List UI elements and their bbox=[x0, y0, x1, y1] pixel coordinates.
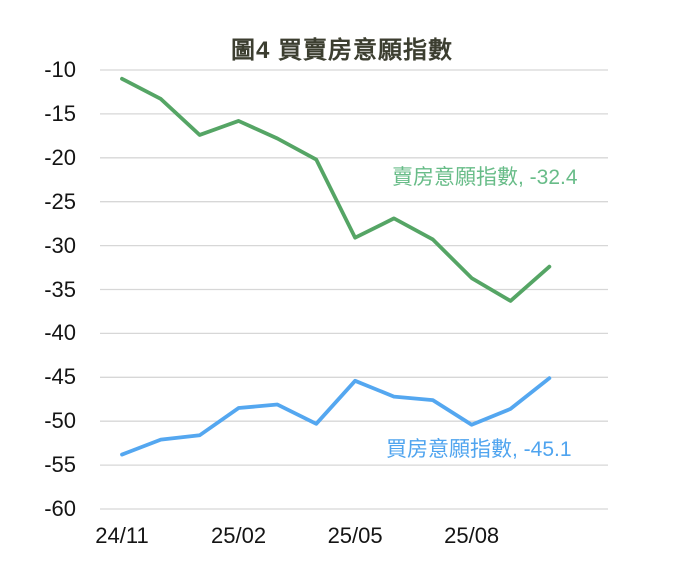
sell-index-line bbox=[120, 76, 552, 303]
x-tick-label: 25/02 bbox=[211, 523, 267, 548]
sell-index-series-label: 賣房意願指數, -32.4 bbox=[392, 166, 578, 189]
buy-index-line bbox=[120, 376, 552, 457]
buy-index-series-label: 買房意願指數, -45.1 bbox=[386, 438, 572, 461]
y-tick-label: -60 bbox=[44, 496, 76, 521]
y-tick-label: -20 bbox=[44, 144, 76, 170]
y-tick-label: -55 bbox=[44, 452, 76, 478]
y-tick-label: -10 bbox=[44, 57, 76, 82]
x-tick-label: 25/05 bbox=[327, 523, 383, 548]
y-tick-label: -15 bbox=[44, 100, 76, 126]
chart-title: 圖4 買賣房意願指數 bbox=[230, 37, 453, 64]
y-tick-label: -45 bbox=[44, 364, 76, 390]
x-tick-label: 25/08 bbox=[444, 523, 500, 548]
y-tick-label: -50 bbox=[44, 408, 76, 434]
y-tick-label: -35 bbox=[44, 276, 76, 302]
y-tick-label: -30 bbox=[44, 232, 76, 258]
y-tick-label: -40 bbox=[44, 320, 76, 346]
x-tick-label: 24/11 bbox=[95, 523, 149, 548]
y-tick-label: -25 bbox=[44, 188, 76, 214]
